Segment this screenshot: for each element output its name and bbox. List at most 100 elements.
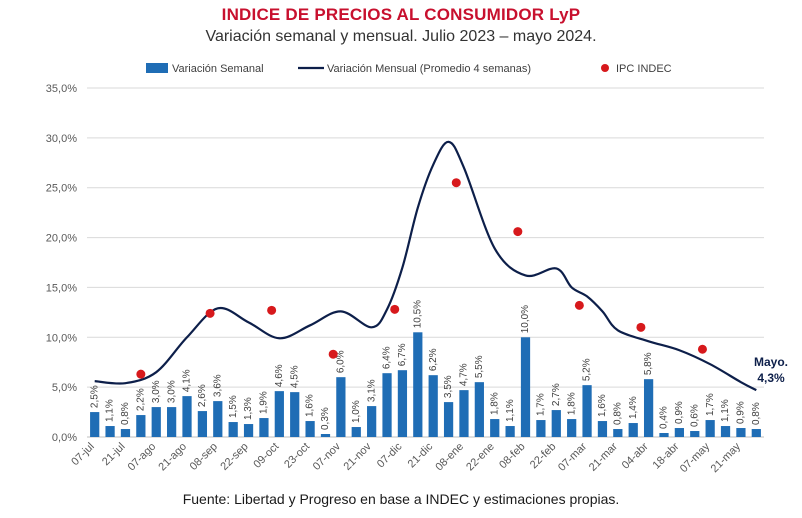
monthly-average-line <box>94 140 757 392</box>
bar-label: 1,7% <box>705 393 716 416</box>
bar <box>320 434 331 437</box>
bar-label: 1,8% <box>489 392 500 415</box>
legend-swatch-point <box>601 64 609 72</box>
bar <box>736 428 746 437</box>
bar <box>228 422 238 437</box>
bar-label: 0,9% <box>736 401 747 424</box>
y-axis: 0,0% 5,0% 10,0% 15,0% 20,0% 25,0% 30,0% 35,0% <box>46 83 77 444</box>
bar <box>367 406 377 437</box>
bar-label: 10,5% <box>412 300 423 328</box>
bar <box>643 379 654 437</box>
bar <box>413 332 423 437</box>
x-tick-label: 07-nov <box>311 440 344 473</box>
bar-label: 3,0% <box>151 380 162 403</box>
bar <box>659 433 669 437</box>
ipc-point <box>513 227 523 237</box>
annotation-label: Mayo. <box>754 355 788 369</box>
bar-label: 2,5% <box>89 385 100 408</box>
bar <box>582 385 592 437</box>
bar <box>459 390 469 437</box>
bar-label: 0,6% <box>689 404 700 427</box>
bar-label: 1,1% <box>105 399 116 422</box>
ipc-point <box>636 322 646 332</box>
bar-label: 5,5% <box>474 355 485 378</box>
bar <box>397 370 408 437</box>
x-tick-label: 07-may <box>678 440 713 475</box>
bar <box>597 421 608 437</box>
bar-label: 6,0% <box>336 350 347 373</box>
annotation: Mayo. 4,3% <box>754 355 788 385</box>
bar <box>90 412 100 437</box>
ipc-point <box>136 369 146 379</box>
bar <box>336 377 346 437</box>
ipc-point <box>697 344 707 354</box>
y-tick-label: 5,0% <box>52 382 77 394</box>
y-tick-label: 20,0% <box>46 233 77 245</box>
bar-label: 2,6% <box>197 384 208 407</box>
ipc-point <box>390 304 400 314</box>
legend-label: Variación Semanal <box>172 63 264 75</box>
bar-label: 2,2% <box>135 388 146 411</box>
bar-data-labels: 2,5% 1,1% 0,8% 2,2% 3,0% 3,0% 4,1% 2,6% 3,6% 1,5%… <box>89 300 762 430</box>
ipc-point <box>267 305 277 315</box>
bar-label: 1,8% <box>566 392 577 415</box>
bar-label: 0,8% <box>120 402 131 425</box>
x-tick-label: 22-ene <box>464 441 497 474</box>
bar-label: 5,2% <box>582 358 593 381</box>
bar <box>197 411 208 437</box>
bar <box>720 426 731 437</box>
x-tick-label: 21-mar <box>587 440 620 473</box>
bar <box>567 419 577 437</box>
x-tick-label: 08-feb <box>497 441 528 472</box>
bar-label: 1,5% <box>228 395 239 418</box>
legend-label: IPC INDEC <box>616 63 672 75</box>
y-tick-label: 0,0% <box>52 432 77 444</box>
bar-label: 4,5% <box>289 365 300 388</box>
y-tick-label: 15,0% <box>46 282 77 294</box>
bar <box>136 415 146 437</box>
weekly-bars <box>90 332 761 437</box>
x-tick-label: 23-oct <box>282 441 312 471</box>
x-tick-label: 08-sep <box>188 441 220 473</box>
bar <box>690 431 700 437</box>
bar-label: 0,3% <box>320 407 331 430</box>
bar <box>305 421 315 437</box>
bar <box>182 396 192 437</box>
bar-label: 1,6% <box>305 394 316 417</box>
bar <box>490 419 500 437</box>
bar <box>274 391 284 437</box>
y-tick-label: 30,0% <box>46 133 77 145</box>
bar <box>613 429 623 437</box>
bar <box>213 401 223 437</box>
bar-label: 0,8% <box>612 402 623 425</box>
bar-label: 4,1% <box>182 369 193 392</box>
bar <box>243 424 254 437</box>
y-tick-label: 35,0% <box>46 83 77 95</box>
ipc-point <box>328 349 338 359</box>
bar-label: 2,7% <box>551 383 562 406</box>
bar <box>474 382 484 437</box>
x-tick-label: 07-jul <box>69 441 97 469</box>
bar <box>551 410 561 437</box>
bar-label: 6,2% <box>428 348 439 371</box>
bar <box>628 423 638 437</box>
bar <box>505 426 515 437</box>
bar <box>674 428 684 437</box>
y-tick-label: 10,0% <box>46 332 77 344</box>
bar <box>120 429 131 437</box>
source-note: Fuente: Libertad y Progreso en base a IN… <box>182 491 620 507</box>
x-tick-label: 07-ago <box>126 441 159 474</box>
bar <box>151 407 161 437</box>
bar-label: 0,9% <box>674 401 685 424</box>
legend-swatch-bar <box>146 63 168 73</box>
x-tick-label: 21-ago <box>156 441 189 474</box>
bar <box>428 375 438 437</box>
bar <box>520 337 531 437</box>
x-tick-label: 04-abr <box>620 440 651 471</box>
bar-label: 1,1% <box>720 399 731 422</box>
bar <box>290 392 300 437</box>
bar-label: 1,9% <box>259 391 270 414</box>
bar-label: 6,7% <box>397 343 408 366</box>
